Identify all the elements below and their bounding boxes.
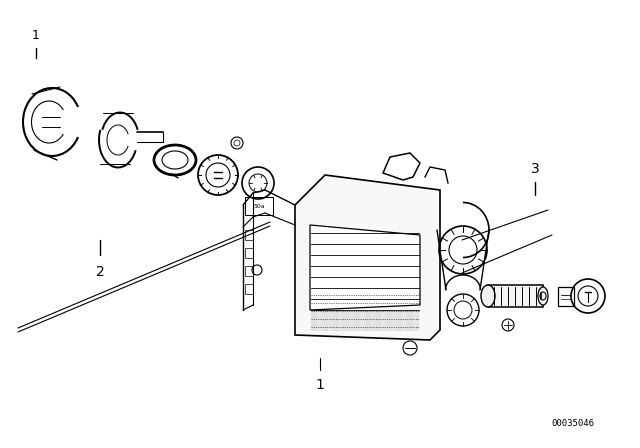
Text: 1: 1 [32,29,40,42]
Bar [245,197,273,215]
Polygon shape [295,175,440,340]
Bar [488,285,543,307]
Text: 1: 1 [316,378,324,392]
Text: 3: 3 [531,162,540,176]
Polygon shape [383,153,420,180]
Bar [245,266,253,276]
Text: 50a: 50a [253,203,265,208]
Bar [245,248,253,258]
Polygon shape [310,225,420,310]
Text: 00035046: 00035046 [552,419,595,428]
Bar [245,284,253,294]
Ellipse shape [481,285,495,307]
Text: 2: 2 [95,265,104,279]
Bar [245,230,253,240]
Bar [558,287,574,306]
Ellipse shape [538,287,548,305]
